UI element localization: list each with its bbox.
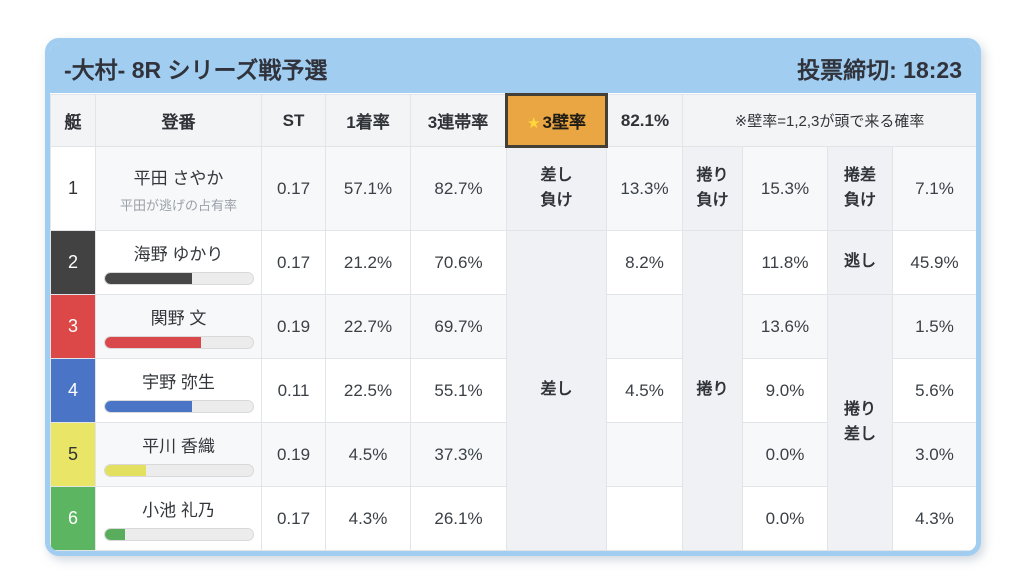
racer-name: 平田 さやか — [133, 168, 224, 188]
boat-number: 4 — [50, 358, 96, 423]
sashi-value — [606, 486, 683, 551]
boat-number: 2 — [50, 230, 96, 295]
racer-name: 小池 礼乃 — [142, 501, 215, 520]
racer-cell: 平田 さやか 平田が逃げの占有率 — [95, 146, 262, 231]
st-value: 0.11 — [261, 358, 326, 423]
title-bar: -大村- 8R シリーズ戦予選 投票締切: 18:23 — [50, 43, 976, 93]
sashi-value: 13.3% — [606, 146, 683, 231]
wall-rate-note: ※壁率=1,2,3が頭で来る確率 — [681, 94, 976, 147]
win-rate-value: 4.3% — [325, 486, 411, 551]
label-makuri: 捲り — [682, 230, 743, 551]
vote-deadline: 投票締切: 18:23 — [797, 57, 962, 83]
makuri-value: 15.3% — [742, 146, 828, 231]
page-title: -大村- 8R シリーズ戦予選 — [64, 57, 328, 83]
racer-name: 平川 香織 — [142, 437, 215, 456]
makurizashi-value: 3.0% — [891, 422, 976, 487]
col-header-win-rate: 1着率 — [325, 94, 411, 147]
col-header-top3-rate: 3連帯率 — [410, 94, 507, 147]
racer-row: 6 小池 礼乃 0.17 4.3% 26.1% 0.0% 4.3% — [50, 486, 976, 551]
racer-row: 5 平川 香織 0.19 4.5% 37.3% 0.0% 3.0% — [50, 422, 976, 487]
racer-name: 海野 ゆかり — [133, 245, 224, 264]
makuri-value: 13.6% — [742, 294, 828, 359]
share-bar — [103, 528, 254, 541]
makuri-value: 9.0% — [742, 358, 828, 423]
racer-name: 宇野 弥生 — [142, 373, 215, 392]
share-bar — [103, 336, 254, 349]
share-bar-fill — [104, 465, 146, 476]
share-bar — [103, 400, 254, 413]
sashi-value: 8.2% — [606, 230, 683, 295]
header-row: 艇 登番 ST 1着率 3連帯率 ★ 3壁率 82.1% ※壁率=1,2,3が頭で… — [50, 93, 976, 148]
share-bar-fill — [104, 529, 126, 540]
boat-number: 1 — [50, 146, 96, 231]
racer-row: 1 平田 さやか 平田が逃げの占有率 0.17 57.1% 82.7% 差し 負… — [50, 146, 976, 231]
racer-row: 4 宇野 弥生 0.11 22.5% 55.1% 4.5% 9.0% 5.6% — [50, 358, 976, 423]
racer-subtext: 平田が逃げの占有率 — [119, 197, 237, 213]
boat-number: 3 — [50, 294, 96, 359]
st-value: 0.17 — [261, 146, 326, 231]
label-sashi: 差し — [506, 230, 607, 551]
star-icon: ★ — [527, 115, 541, 132]
makurizashi-value: 4.3% — [891, 486, 976, 551]
top3-rate-value: 70.6% — [410, 230, 507, 295]
racer-row: 3 関野 文 0.19 22.7% 69.7% 13.6% 捲り 差し 1.5% — [50, 294, 976, 551]
makuri-value: 0.0% — [742, 422, 828, 487]
sashi-value: 4.5% — [606, 358, 683, 423]
makuri-value: 0.0% — [742, 486, 828, 551]
st-value: 0.19 — [261, 422, 326, 487]
col-header-entry: 登番 — [95, 94, 262, 147]
share-bar — [103, 464, 254, 477]
racer-cell: 関野 文 — [95, 294, 262, 359]
makuri-value: 11.8% — [742, 230, 828, 295]
makurizashi-value: 5.6% — [891, 358, 976, 423]
sashi-value — [606, 294, 683, 359]
makurizashi-value: 1.5% — [891, 294, 976, 359]
wall-rate-label: 3壁率 — [542, 113, 586, 132]
st-value: 0.17 — [261, 230, 326, 295]
win-rate-value: 4.5% — [325, 422, 411, 487]
win-rate-value: 21.2% — [325, 230, 411, 295]
label-makusa-make: 捲差 負け — [827, 146, 893, 231]
share-bar — [103, 272, 254, 285]
label-makuri-make: 捲り 負け — [682, 146, 743, 231]
boat-number: 5 — [50, 422, 96, 487]
makurizashi-value: 45.9% — [891, 230, 976, 295]
racer-cell: 小池 礼乃 — [95, 486, 262, 551]
race-table: 艇 登番 ST 1着率 3連帯率 ★ 3壁率 82.1% ※壁率=1,2,3が頭で… — [50, 93, 976, 551]
makurizashi-value: 7.1% — [891, 146, 976, 231]
top3-rate-value: 82.7% — [410, 146, 507, 231]
wall-rate-value: 82.1% — [606, 94, 683, 147]
win-rate-value: 22.5% — [325, 358, 411, 423]
col-header-st: ST — [261, 94, 326, 147]
sashi-value — [606, 422, 683, 487]
label-sashi-make: 差し 負け — [506, 146, 607, 231]
st-value: 0.19 — [261, 294, 326, 359]
top3-rate-value: 26.1% — [410, 486, 507, 551]
share-bar-fill — [104, 273, 192, 284]
label-makurizashi: 捲り 差し — [827, 294, 893, 551]
wall-rate-header[interactable]: ★ 3壁率 — [505, 93, 608, 148]
racer-cell: 海野 ゆかり — [95, 230, 262, 295]
top3-rate-value: 37.3% — [410, 422, 507, 487]
racer-name: 関野 文 — [150, 309, 207, 328]
label-nigashi: 逃し — [827, 230, 893, 295]
top3-rate-value: 55.1% — [410, 358, 507, 423]
win-rate-value: 57.1% — [325, 146, 411, 231]
racer-row: 2 海野 ゆかり 0.17 21.2% 70.6% 差し 8.2% 捲り 11.… — [50, 230, 976, 551]
share-bar-fill — [104, 401, 192, 412]
col-header-boat: 艇 — [50, 94, 96, 147]
boat-number: 6 — [50, 486, 96, 551]
st-value: 0.17 — [261, 486, 326, 551]
top3-rate-value: 69.7% — [410, 294, 507, 359]
racer-cell: 平川 香織 — [95, 422, 262, 487]
share-bar-fill — [104, 337, 201, 348]
race-card: -大村- 8R シリーズ戦予選 投票締切: 18:23 艇 登番 ST 1着率 … — [45, 38, 981, 556]
win-rate-value: 22.7% — [325, 294, 411, 359]
racer-cell: 宇野 弥生 — [95, 358, 262, 423]
